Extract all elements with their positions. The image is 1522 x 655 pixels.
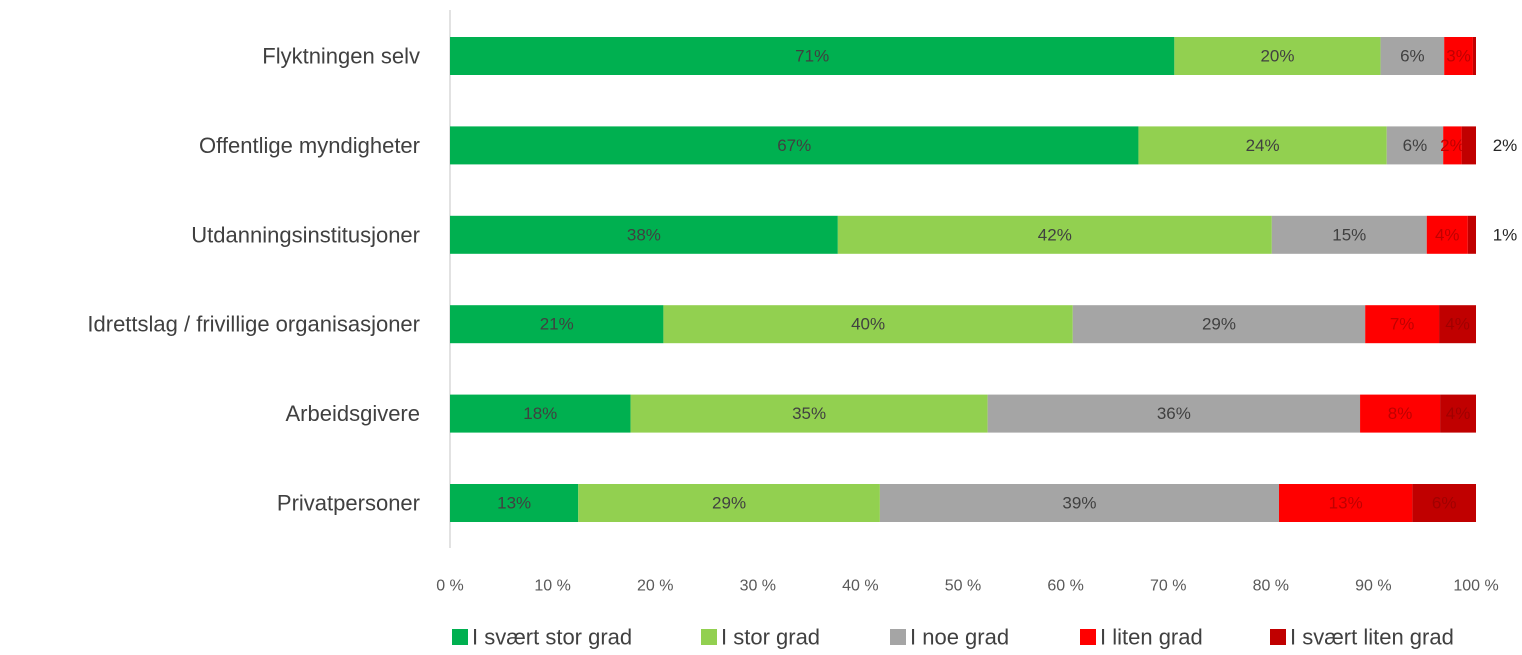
x-axis-ticks: 0 % 10 % 20 % 30 % 40 % 50 % 60 % 70 % 80 % 90 % 1… [436, 578, 1498, 595]
data-label: 38% [627, 225, 661, 244]
bar-segment [1461, 126, 1476, 165]
category-label: Privatpersoner [277, 491, 420, 516]
data-label: 18% [523, 404, 557, 423]
data-label: 1% [1493, 225, 1518, 244]
data-label: 7% [1390, 315, 1415, 334]
bar-segment [1174, 37, 1381, 75]
x-tick-label: 40 % [842, 578, 878, 595]
bar-segment [450, 305, 664, 344]
bar-segment [578, 484, 880, 522]
bar-segment [879, 484, 1280, 522]
data-label: 6% [1403, 136, 1428, 155]
x-tick-label: 100 % [1453, 578, 1498, 595]
data-label: 71% [795, 47, 829, 66]
x-tick-label: 90 % [1355, 578, 1391, 595]
data-label: 15% [1332, 225, 1366, 244]
legend-label: I stor grad [721, 625, 820, 650]
bar-segment [1440, 394, 1476, 433]
category-label: Idrettslag / frivillige organisasjoner [87, 312, 420, 337]
data-label: 21% [540, 315, 574, 334]
x-tick-label: 20 % [637, 578, 673, 595]
bar-segment [837, 215, 1272, 254]
data-label: 39% [1062, 494, 1096, 513]
category-label: Flyktningen selv [262, 44, 420, 69]
legend-label: I noe grad [910, 625, 1009, 650]
x-tick-label: 80 % [1253, 578, 1289, 595]
bar-segment [1412, 484, 1476, 522]
bar-segment [1472, 37, 1476, 75]
legend-swatch [1270, 629, 1286, 645]
data-label: 4% [1446, 404, 1471, 423]
bar-segment [450, 126, 1139, 165]
category-label: Arbeidsgivere [285, 401, 420, 426]
data-label: 13% [497, 494, 531, 513]
bar-segment [1426, 215, 1468, 254]
data-label: 29% [1202, 315, 1236, 334]
bars-group: 71% 20% 6% 3% 67% 24% 6% 2% 2% 38% 42% 15% 4% 1% 21% 40… [450, 37, 1517, 522]
bar-segment [450, 37, 1175, 75]
x-tick-label: 0 % [436, 578, 464, 595]
data-label: 24% [1246, 136, 1280, 155]
data-label: 4% [1445, 315, 1470, 334]
bar-segment [1439, 305, 1476, 344]
category-labels: Flyktningen selv Offentlige myndigheter Ut… [87, 44, 420, 516]
bar-segment [1138, 126, 1387, 165]
data-label: 8% [1388, 404, 1413, 423]
legend-label: I liten grad [1100, 625, 1203, 650]
data-label: 42% [1038, 225, 1072, 244]
x-tick-label: 60 % [1047, 578, 1083, 595]
bar-segment [1365, 305, 1440, 344]
data-label: 40% [851, 315, 885, 334]
bar-segment [630, 394, 988, 433]
x-tick-label: 30 % [740, 578, 776, 595]
data-label: 67% [777, 136, 811, 155]
bar-segment [663, 305, 1073, 344]
x-tick-label: 70 % [1150, 578, 1186, 595]
legend-swatch [701, 629, 717, 645]
category-label: Offentlige myndigheter [199, 133, 420, 158]
bar-segment [1271, 215, 1427, 254]
bar-segment [1360, 394, 1441, 433]
legend-swatch [1080, 629, 1096, 645]
bar-segment [1444, 37, 1473, 75]
legend-label: I svært stor grad [472, 625, 632, 650]
data-label: 13% [1329, 494, 1363, 513]
bar-segment [450, 484, 579, 522]
data-label: 6% [1400, 47, 1425, 66]
bar-segment [1072, 305, 1366, 344]
bar-segment [1386, 126, 1444, 165]
legend: I svært stor grad I stor grad I noe grad I … [452, 625, 1454, 650]
data-label: 20% [1260, 47, 1294, 66]
bar-segment [1380, 37, 1445, 75]
data-label: 2% [1440, 136, 1465, 155]
data-label: 6% [1432, 494, 1457, 513]
x-tick-label: 10 % [534, 578, 570, 595]
bar-segment [987, 394, 1361, 433]
bar-segment [450, 215, 838, 254]
legend-swatch [890, 629, 906, 645]
data-label: 35% [792, 404, 826, 423]
bar-segment [1279, 484, 1413, 522]
data-label: 36% [1157, 404, 1191, 423]
data-label: 4% [1435, 225, 1460, 244]
legend-swatch [452, 629, 468, 645]
legend-label: I svært liten grad [1290, 625, 1454, 650]
bar-segment [450, 394, 631, 433]
bar-segment [1443, 126, 1462, 165]
data-label: 2% [1493, 136, 1518, 155]
x-tick-label: 50 % [945, 578, 981, 595]
category-label: Utdanningsinstitusjoner [191, 222, 420, 247]
bar-segment [1467, 215, 1476, 254]
data-label: 29% [712, 494, 746, 513]
data-label: 3% [1446, 47, 1471, 66]
